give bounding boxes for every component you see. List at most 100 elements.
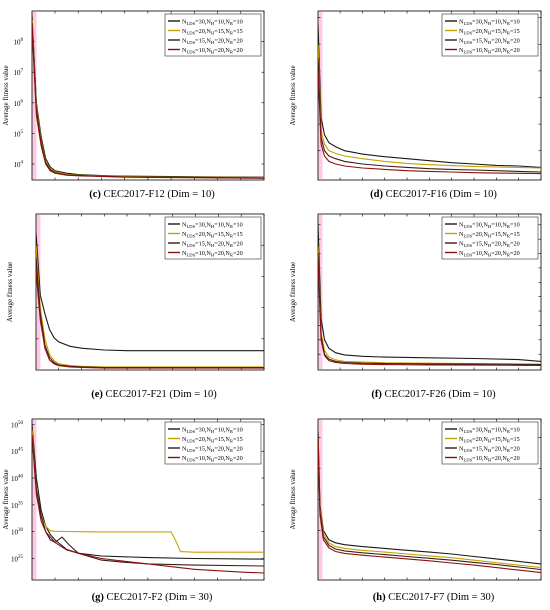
chart-panel-2: Average fitness valueNLDS=30,NH=10,NR=10… (289, 10, 542, 200)
legend-entry: NLDS=30,NH=10,NR=10 (459, 426, 520, 434)
legend-text: 20 (476, 436, 482, 443)
legend-text: 15 (218, 28, 224, 35)
legend-text: 20 (495, 250, 501, 257)
legend-text: = (214, 18, 218, 25)
legend-subscript: R (230, 224, 234, 229)
legend-text: ,N (501, 221, 508, 228)
legend-text: N (182, 37, 187, 44)
legend-text: = (472, 47, 476, 54)
legend-text: ,N (205, 426, 212, 433)
legend-text: ,N (205, 221, 212, 228)
legend-text: 30 (476, 221, 482, 228)
legend-text: N (182, 231, 187, 238)
legend-subscript: R (230, 429, 234, 434)
legend-text: N (459, 231, 464, 238)
series-line-4 (32, 26, 264, 179)
legend-subscript: LDS (463, 439, 472, 444)
legend-subscript: LDS (463, 429, 472, 434)
series-line-1 (36, 232, 264, 352)
y-axis-label: Average fitness value (289, 65, 297, 125)
legend-text: 15 (495, 436, 501, 443)
legend-text: = (510, 445, 514, 452)
legend-text: ,N (224, 426, 231, 433)
y-tick-base: 10 (11, 448, 19, 456)
y-tick-label: 1025 (11, 555, 24, 564)
legend-text: 20 (513, 250, 519, 257)
caption-text: CEC2017-F21 (Dim = 10) (103, 389, 217, 400)
series-line-2 (318, 246, 541, 365)
legend-text: N (459, 28, 464, 35)
legend-subscript: LDS (463, 458, 472, 463)
y-tick-base: 10 (11, 529, 19, 537)
legend-text: 20 (236, 250, 242, 257)
series-line-1 (318, 24, 541, 168)
legend-text: ,N (224, 28, 231, 35)
legend-text: 10 (476, 250, 482, 257)
legend-text: 20 (218, 37, 224, 44)
chart-panel-6: Average fitness valueNLDS=30,NH=10,NR=10… (289, 418, 542, 603)
legend-entry: NLDS=10,NH=20,NR=20 (182, 250, 243, 258)
series-line-2 (318, 437, 541, 569)
y-tick-exponent: 50 (18, 421, 24, 426)
legend-text: = (195, 240, 199, 247)
legend-text: 15 (476, 445, 482, 452)
legend-text: 15 (236, 436, 242, 443)
legend-text: 10 (199, 47, 205, 54)
legend-text: ,N (501, 445, 508, 452)
legend-text: = (472, 250, 476, 257)
legend-entry: NLDS=20,NH=15,NR=15 (182, 436, 243, 444)
legend-entry: NLDS=10,NH=20,NR=20 (182, 455, 243, 463)
legend-text: 20 (495, 240, 501, 247)
legend-subscript: R (507, 31, 511, 36)
legend-text: 10 (199, 455, 205, 462)
legend-text: ,N (205, 250, 212, 257)
legend-subscript: H (211, 224, 215, 229)
legend-text: = (214, 37, 218, 44)
legend-box (164, 13, 262, 57)
legend-subscript: H (211, 429, 215, 434)
legend-text: ,N (501, 231, 508, 238)
legend-text: 15 (218, 231, 224, 238)
legend-text: N (459, 426, 464, 433)
legend-subscript: LDS (186, 234, 195, 239)
series-line-4 (318, 440, 541, 574)
legend-text: ,N (501, 28, 508, 35)
panel-caption: (c) CEC2017-F12 (Dim = 10) (89, 189, 215, 200)
legend-subscript: LDS (186, 458, 195, 463)
legend-subscript: LDS (186, 429, 195, 434)
legend-text: ,N (482, 250, 489, 257)
legend-entry: NLDS=20,NH=15,NR=15 (182, 231, 243, 239)
legend-text: 10 (495, 221, 501, 228)
legend-box (164, 421, 262, 465)
legend-entry: NLDS=30,NH=10,NR=10 (182, 426, 243, 434)
legend-text: ,N (501, 455, 508, 462)
legend-subscript: H (488, 21, 492, 26)
legend-text: ,N (501, 37, 508, 44)
legend-text: ,N (482, 221, 489, 228)
legend-text: = (491, 455, 495, 462)
legend-text: ,N (205, 455, 212, 462)
legend-subscript: R (230, 40, 234, 45)
y-tick-label: 1050 (11, 421, 24, 430)
caption-letter: (g) (92, 592, 105, 603)
legend-text: = (214, 445, 218, 452)
legend: NLDS=30,NH=10,NR=10NLDS=20,NH=15,NR=15NL… (164, 421, 262, 465)
legend-text: = (214, 436, 218, 443)
y-axis-label: Average fitness value (6, 262, 14, 322)
legend-subscript: LDS (186, 448, 195, 453)
legend-subscript: R (507, 50, 511, 55)
legend-text: 20 (199, 231, 205, 238)
legend-text: N (459, 221, 464, 228)
legend-subscript: H (488, 50, 492, 55)
legend-text: ,N (501, 436, 508, 443)
legend-subscript: LDS (186, 31, 195, 36)
legend-subscript: H (211, 448, 215, 453)
series-line-2 (318, 44, 541, 169)
legend-text: 20 (236, 240, 242, 247)
legend-subscript: H (211, 439, 215, 444)
legend-text: 20 (476, 28, 482, 35)
y-tick-base: 10 (11, 502, 19, 510)
legend-text: = (472, 18, 476, 25)
legend-text: 20 (199, 436, 205, 443)
legend-text: 15 (236, 28, 242, 35)
